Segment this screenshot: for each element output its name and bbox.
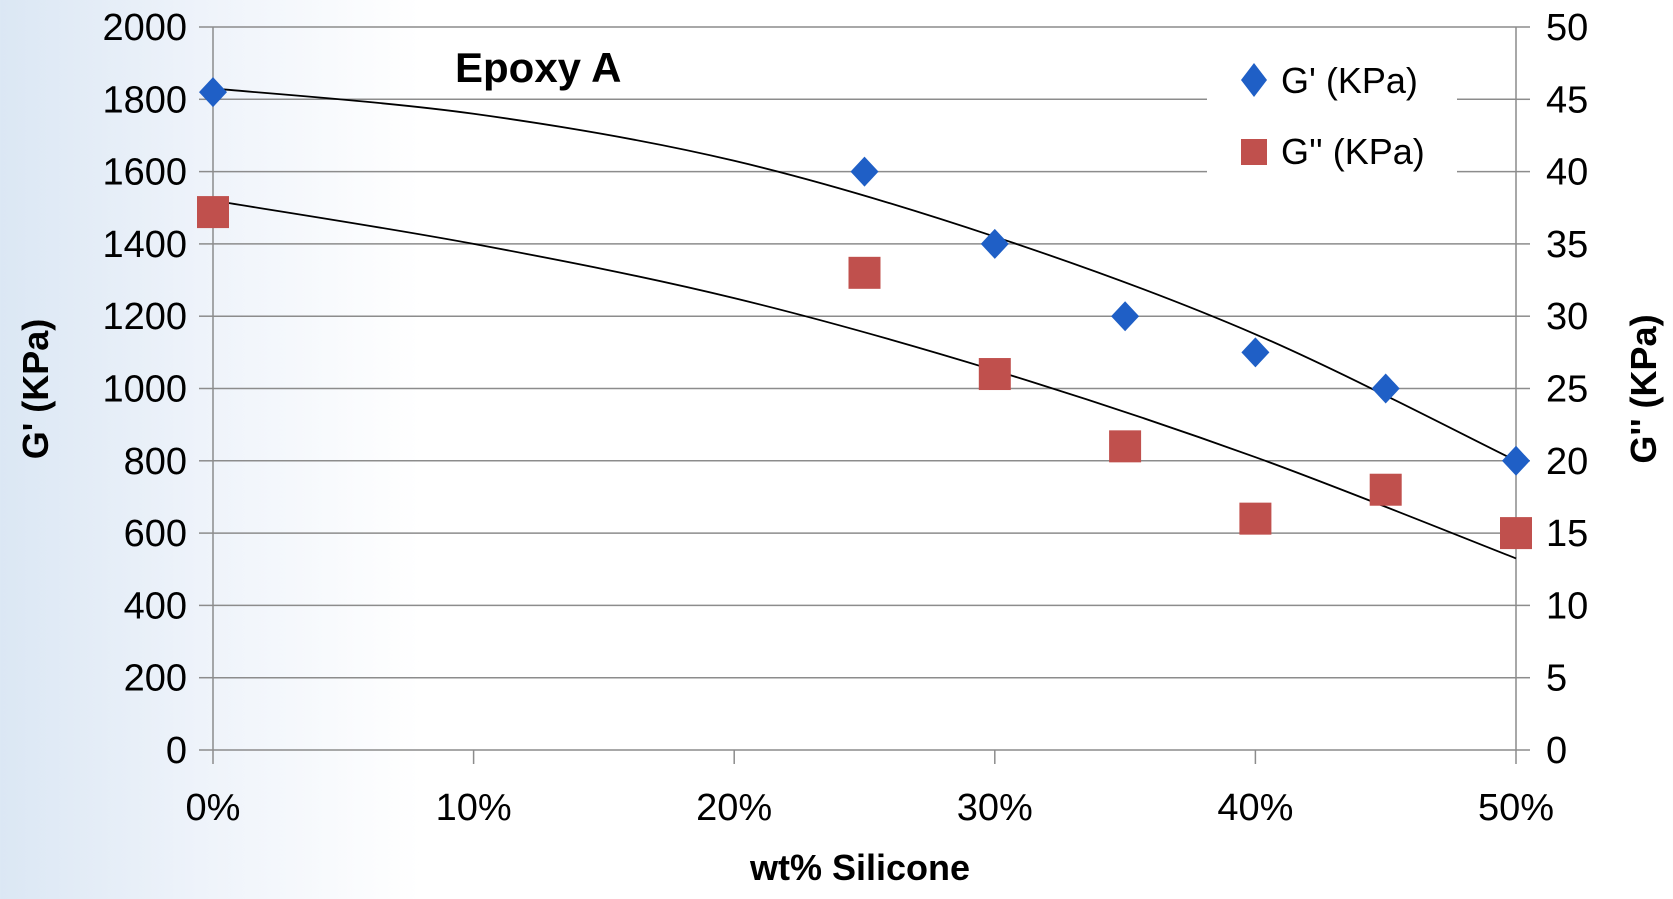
data-point-g-double-prime — [197, 196, 229, 229]
data-point-g-prime — [1371, 373, 1400, 404]
y-axis-tick-label: 400 — [124, 585, 187, 627]
y2-axis-tick-label: 30 — [1546, 296, 1588, 338]
data-point-g-double-prime — [1500, 517, 1532, 550]
y-axis-tick-label: 1800 — [102, 79, 187, 121]
data-point-g-prime — [1241, 337, 1270, 368]
data-point-g-double-prime — [978, 358, 1011, 391]
x-axis-tick-label: 50% — [1478, 787, 1554, 829]
trendline-1 — [212, 87, 1517, 462]
legend-square-marker — [1241, 139, 1267, 165]
legend-diamond-marker — [1241, 63, 1267, 97]
y-axis-tick-label: 1400 — [102, 224, 187, 266]
data-point-g-double-prime — [1109, 430, 1142, 463]
data-point-g-prime — [980, 228, 1009, 259]
x-axis-title: wt% Silicone — [749, 847, 970, 888]
chart-title: Epoxy A — [455, 44, 621, 91]
y2-axis-tick-label: 15 — [1546, 513, 1588, 555]
data-point-g-double-prime — [1369, 473, 1402, 506]
legend-label-g-prime: G' (KPa) — [1281, 60, 1418, 101]
y2-axis-tick-label: 35 — [1546, 224, 1588, 266]
axes — [199, 26, 1530, 764]
y-axis-tick-label: 800 — [124, 441, 187, 483]
y2-axis-tick-label: 25 — [1546, 369, 1588, 411]
y-axis-tick-label: 1600 — [102, 152, 187, 194]
y-axis-tick-label: 1000 — [102, 369, 187, 411]
legend: G' (KPa) G'' (KPa) — [1207, 28, 1457, 186]
x-axis-tick-label: 20% — [696, 787, 772, 829]
y-axis-title: G' (KPa) — [15, 319, 56, 460]
data-point-g-prime — [199, 77, 227, 108]
data-point-g-prime — [850, 156, 879, 187]
data-point-g-double-prime — [848, 256, 881, 289]
trendlines — [212, 87, 1517, 560]
x-axis-tick-label: 0% — [186, 787, 241, 829]
y2-axis-title: G'' (KPa) — [1623, 314, 1664, 463]
trendline-2 — [212, 199, 1517, 560]
data-point-g-prime — [1111, 301, 1140, 332]
x-axis-tick-label: 30% — [957, 787, 1033, 829]
y2-axis-tick-label: 20 — [1546, 441, 1588, 483]
gridlines — [213, 26, 1516, 679]
y-axis-tick-label: 0 — [166, 730, 187, 772]
data-points — [197, 77, 1532, 550]
legend-label-g-double-prime: G'' (KPa) — [1281, 131, 1425, 172]
y2-axis-tick-label: 5 — [1546, 658, 1567, 700]
x-axis-tick-label: 40% — [1217, 787, 1293, 829]
data-point-g-prime — [1502, 445, 1530, 476]
y-axis-tick-label: 2000 — [102, 7, 187, 49]
data-point-g-double-prime — [1239, 502, 1272, 535]
y2-axis-tick-label: 0 — [1546, 730, 1567, 772]
y-axis-tick-label: 1200 — [102, 296, 187, 338]
y2-axis-tick-label: 10 — [1546, 585, 1588, 627]
y-axis-tick-label: 600 — [124, 513, 187, 555]
y-axis-tick-label: 200 — [124, 658, 187, 700]
x-axis-tick-label: 10% — [436, 787, 512, 829]
y2-axis-tick-label: 45 — [1546, 79, 1588, 121]
tick-labels: 0 0 200 5 400 10 600 15 800 20 1000 25 1200 30 1400 35 1… — [102, 7, 1588, 829]
y2-axis-tick-label: 50 — [1546, 7, 1588, 49]
y2-axis-tick-label: 40 — [1546, 152, 1588, 194]
